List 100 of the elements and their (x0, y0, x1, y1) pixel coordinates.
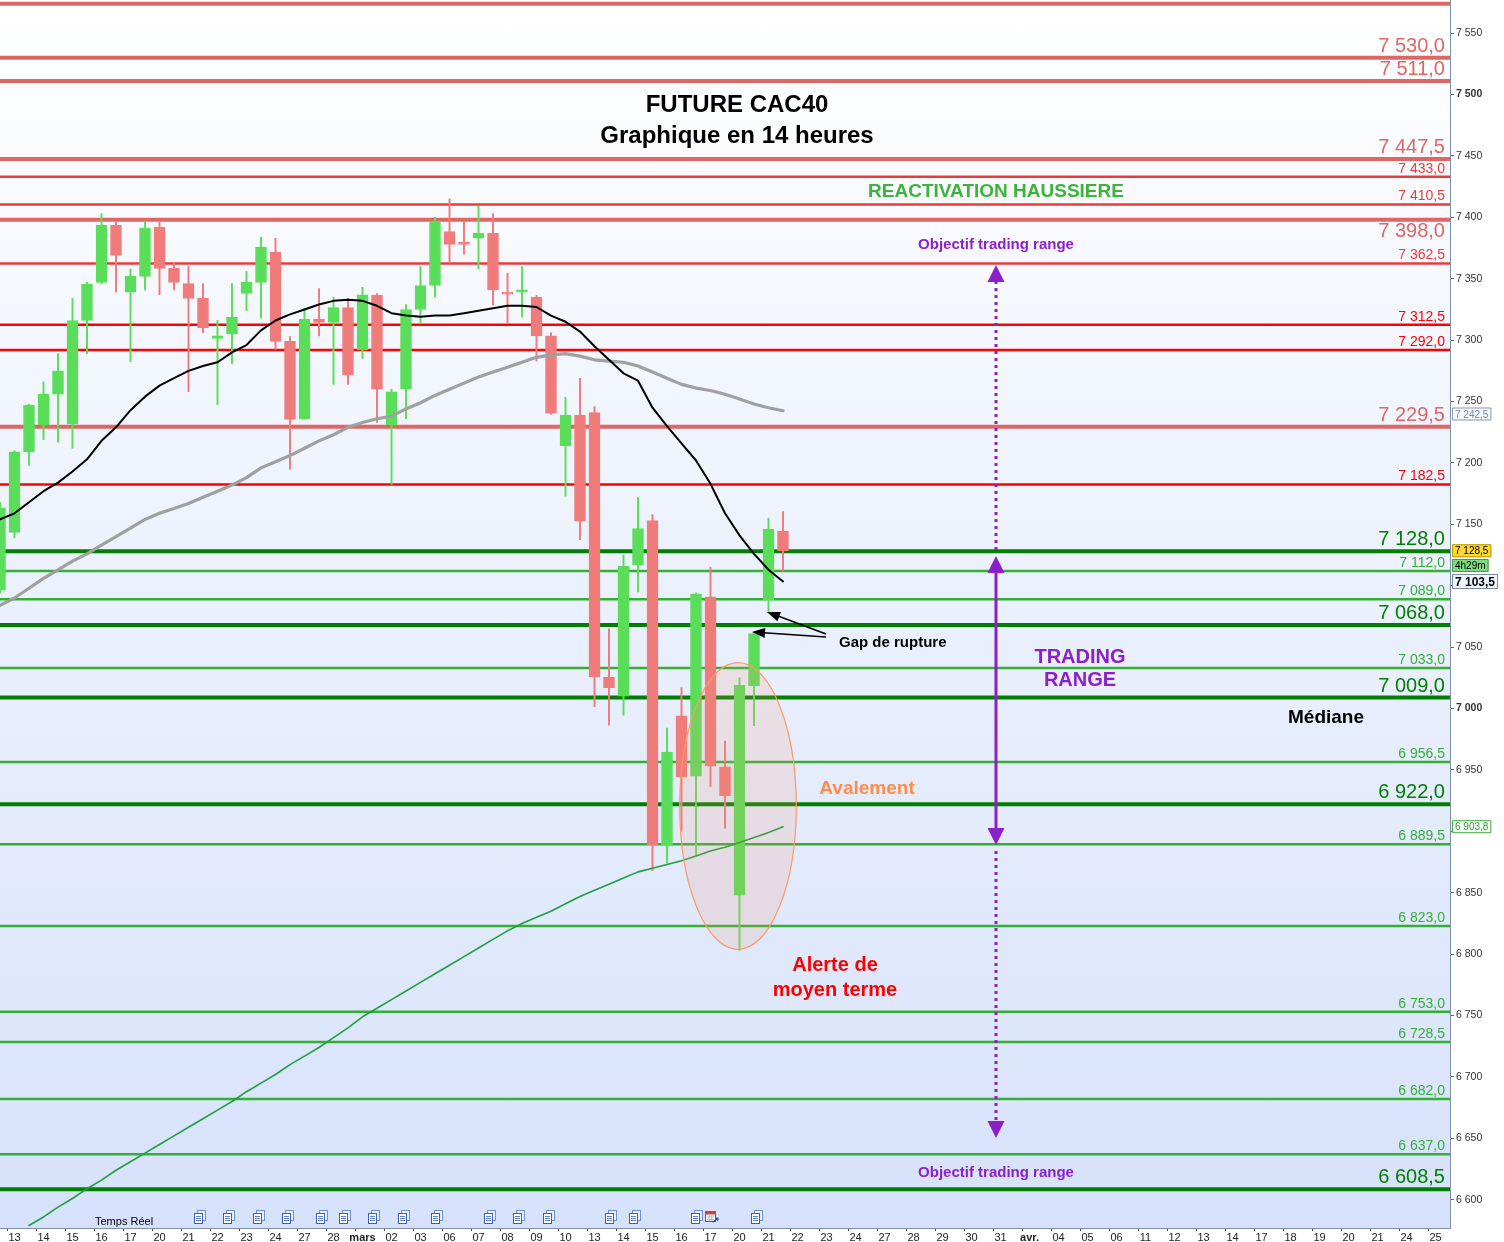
y-tick-label: 6 600 (1456, 1192, 1483, 1205)
x-tick-label: 17 (704, 1230, 717, 1242)
ref-line-label: 7 112,0 (1399, 553, 1446, 570)
ref-line-label: 7 530,0 (1378, 33, 1445, 56)
x-tick-label: 14 (37, 1230, 50, 1242)
annotation: 7 128,5 (1455, 545, 1489, 557)
ref-line-label: 7 410,5 (1398, 187, 1446, 204)
text: 4h29m (1455, 560, 1486, 571)
x-tick-label: 20 (1342, 1230, 1355, 1242)
x-tick-label: 04 (1052, 1230, 1065, 1242)
x-tick-label: 05 (1081, 1230, 1094, 1242)
x-tick-label: 02 (385, 1230, 398, 1242)
ref-line-label: 7 447,5 (1378, 135, 1445, 158)
x-tick-label: 13 (588, 1230, 601, 1242)
ref-line-label: 7 312,5 (1398, 307, 1446, 324)
x-tick-label: 09 (530, 1230, 543, 1242)
x-tick-label: 27 (878, 1230, 891, 1242)
text: Graphique en 14 heures (600, 120, 874, 148)
x-tick-label: 03 (414, 1230, 427, 1242)
y-tick-label: 7 000 (1456, 701, 1483, 714)
ref-line-label: 6 823,0 (1398, 908, 1446, 925)
ref-line-label: 7 511,0 (1379, 57, 1445, 80)
annotation: Objectif trading range (918, 1162, 1074, 1180)
ref-line-label: 7 009,0 (1378, 673, 1445, 696)
y-tick-label: 7 550 (1456, 26, 1483, 39)
y-tick-label: 7 300 (1456, 333, 1483, 346)
x-tick-label: 22 (211, 1230, 224, 1242)
x-tick-label: 14 (1226, 1230, 1239, 1242)
y-tick-label: 7 400 (1456, 210, 1483, 223)
y-tick-label: 7 150 (1456, 517, 1483, 530)
y-tick-label: 7 350 (1456, 271, 1483, 284)
x-tick-label: 12 (1168, 1230, 1181, 1242)
x-tick-label: 19 (1313, 1230, 1326, 1242)
y-tick-label: 6 750 (1456, 1008, 1483, 1021)
x-tick-label: 13 (8, 1230, 21, 1242)
ref-line-label: 7 089,0 (1398, 582, 1446, 599)
x-tick-label: 22 (791, 1230, 804, 1242)
x-tick-label: 21 (182, 1230, 195, 1242)
ref-line-label: 6 608,5 (1378, 1165, 1445, 1188)
ref-line-label: 6 753,0 (1398, 994, 1446, 1011)
x-tick-label: 31 (994, 1230, 1007, 1242)
x-tick-label: 23 (820, 1230, 833, 1242)
text: 7 242,5 (1455, 408, 1489, 420)
x-tick-label: 18 (1284, 1230, 1297, 1242)
y-tick-label: 6 650 (1456, 1131, 1483, 1144)
ref-line-label: 6 637,0 (1398, 1137, 1446, 1154)
y-tick-label: 7 200 (1456, 455, 1483, 468)
annotation: REACTIVATION HAUSSIERE (868, 180, 1124, 201)
ref-line-label: 7 398,0 (1378, 218, 1445, 241)
annotation: TRADING RANGE (1034, 645, 1126, 690)
x-tick-label: 28 (907, 1230, 920, 1242)
ref-line-label: 7 033,0 (1398, 650, 1446, 667)
ref-line-label: 7 229,5 (1378, 402, 1445, 425)
y-tick-label: 6 950 (1456, 762, 1483, 775)
ref-line-label: 6 956,5 (1398, 744, 1446, 761)
y-tick-label: 6 700 (1456, 1069, 1483, 1082)
x-tick-label: mars (349, 1230, 376, 1242)
x-tick-label: 16 (675, 1230, 688, 1242)
ref-line-label: 7 292,0 (1398, 332, 1446, 349)
text: 7 103,5 (1455, 575, 1496, 589)
x-tick-label: 21 (1371, 1230, 1384, 1242)
ref-line-label: 6 889,5 (1398, 827, 1446, 843)
x-tick-label: 07 (472, 1230, 485, 1242)
x-tick-label: 06 (1110, 1230, 1123, 1242)
x-tick-label: 13 (1197, 1230, 1210, 1242)
x-tick-label: 27 (298, 1230, 311, 1242)
ref-line-label: 7 128,0 (1378, 527, 1445, 550)
ref-line-label: 7 182,5 (1398, 467, 1446, 484)
x-tick-label: 16 (95, 1230, 108, 1242)
x-tick-label: 08 (501, 1230, 514, 1242)
ref-line-label: 6 728,5 (1398, 1024, 1446, 1041)
annotation: Objectif trading range (918, 234, 1074, 252)
x-tick-label: 25 (1429, 1230, 1442, 1242)
ref-line-label: 7 068,0 (1378, 601, 1445, 624)
x-tick-label: 24 (849, 1230, 862, 1242)
annotation: Médiane (1287, 706, 1365, 727)
y-tick-label: 7 450 (1456, 148, 1483, 161)
x-tick-label: 17 (124, 1230, 137, 1242)
y-tick-label: 7 500 (1456, 87, 1483, 100)
x-tick-label: 30 (965, 1230, 978, 1242)
annotation: Gap de rupture (839, 632, 947, 650)
x-tick-label: avr. (1020, 1230, 1039, 1242)
x-tick-label: 24 (269, 1230, 282, 1242)
x-tick-label: 21 (762, 1230, 775, 1242)
ref-line-label: 6 682,0 (1398, 1081, 1446, 1098)
x-tick-label: 20 (153, 1230, 166, 1242)
x-tick-label: 28 (327, 1230, 340, 1242)
x-tick-label: 17 (1255, 1230, 1268, 1242)
y-tick-label: 6 850 (1456, 885, 1483, 898)
y-tick-label: 7 250 (1456, 394, 1483, 407)
x-tick-label: 15 (646, 1230, 659, 1242)
annotation: Temps Réel (95, 1215, 154, 1227)
ref-line-label: 7 362,5 (1398, 246, 1446, 263)
x-tick-label: 23 (240, 1230, 253, 1242)
annotation: 6 903,8 (1455, 820, 1489, 832)
x-tick-label: 24 (1400, 1230, 1413, 1242)
x-tick-label: 29 (936, 1230, 949, 1242)
ref-line-label: 6 922,0 (1378, 780, 1445, 803)
x-tick-label: 10 (559, 1230, 572, 1242)
x-tick-label: 11 (1139, 1230, 1152, 1242)
